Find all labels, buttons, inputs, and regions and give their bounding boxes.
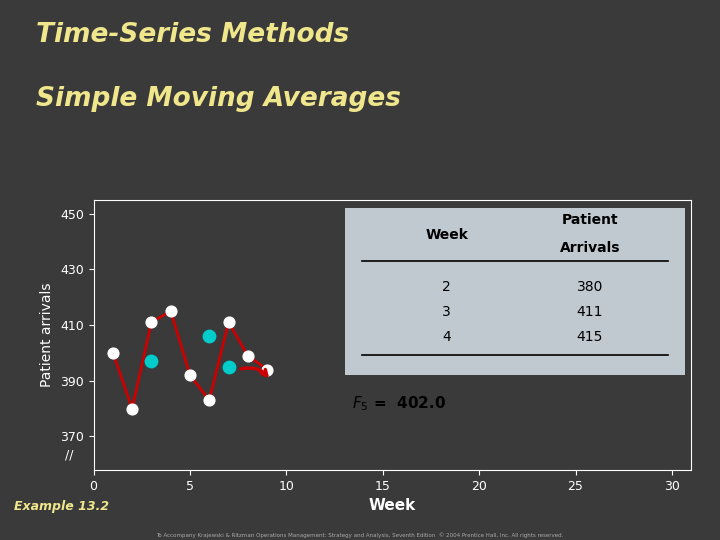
Point — [107, 349, 119, 357]
Text: //: // — [66, 448, 74, 462]
Text: Patient: Patient — [562, 213, 618, 227]
Point — [204, 396, 215, 404]
Text: Time-Series Methods: Time-Series Methods — [36, 22, 349, 48]
Text: 380: 380 — [577, 280, 603, 294]
Point — [261, 365, 273, 374]
Text: 2: 2 — [442, 280, 451, 294]
X-axis label: Week: Week — [369, 498, 416, 513]
Point — [204, 332, 215, 341]
Point — [145, 318, 157, 327]
Point — [184, 371, 196, 380]
Y-axis label: Patient arrivals: Patient arrivals — [40, 282, 55, 387]
Point — [165, 307, 176, 315]
Point — [242, 352, 253, 360]
Text: Arrivals: Arrivals — [559, 241, 620, 255]
Text: 4: 4 — [442, 330, 451, 344]
Point — [127, 404, 138, 413]
Point — [222, 362, 234, 371]
Point — [145, 357, 157, 366]
Text: Simple Moving Averages: Simple Moving Averages — [36, 86, 401, 112]
Text: $F_5$ =  402.0: $F_5$ = 402.0 — [352, 394, 446, 413]
Text: 3: 3 — [442, 305, 451, 319]
Text: 415: 415 — [577, 330, 603, 344]
Text: Example 13.2: Example 13.2 — [14, 500, 109, 514]
Text: 411: 411 — [577, 305, 603, 319]
Point — [222, 318, 234, 327]
Text: Week: Week — [426, 228, 468, 242]
Text: To Accompany Krajewski & Ritzman Operations Management: Strategy and Analysis, S: To Accompany Krajewski & Ritzman Operati… — [156, 532, 564, 538]
